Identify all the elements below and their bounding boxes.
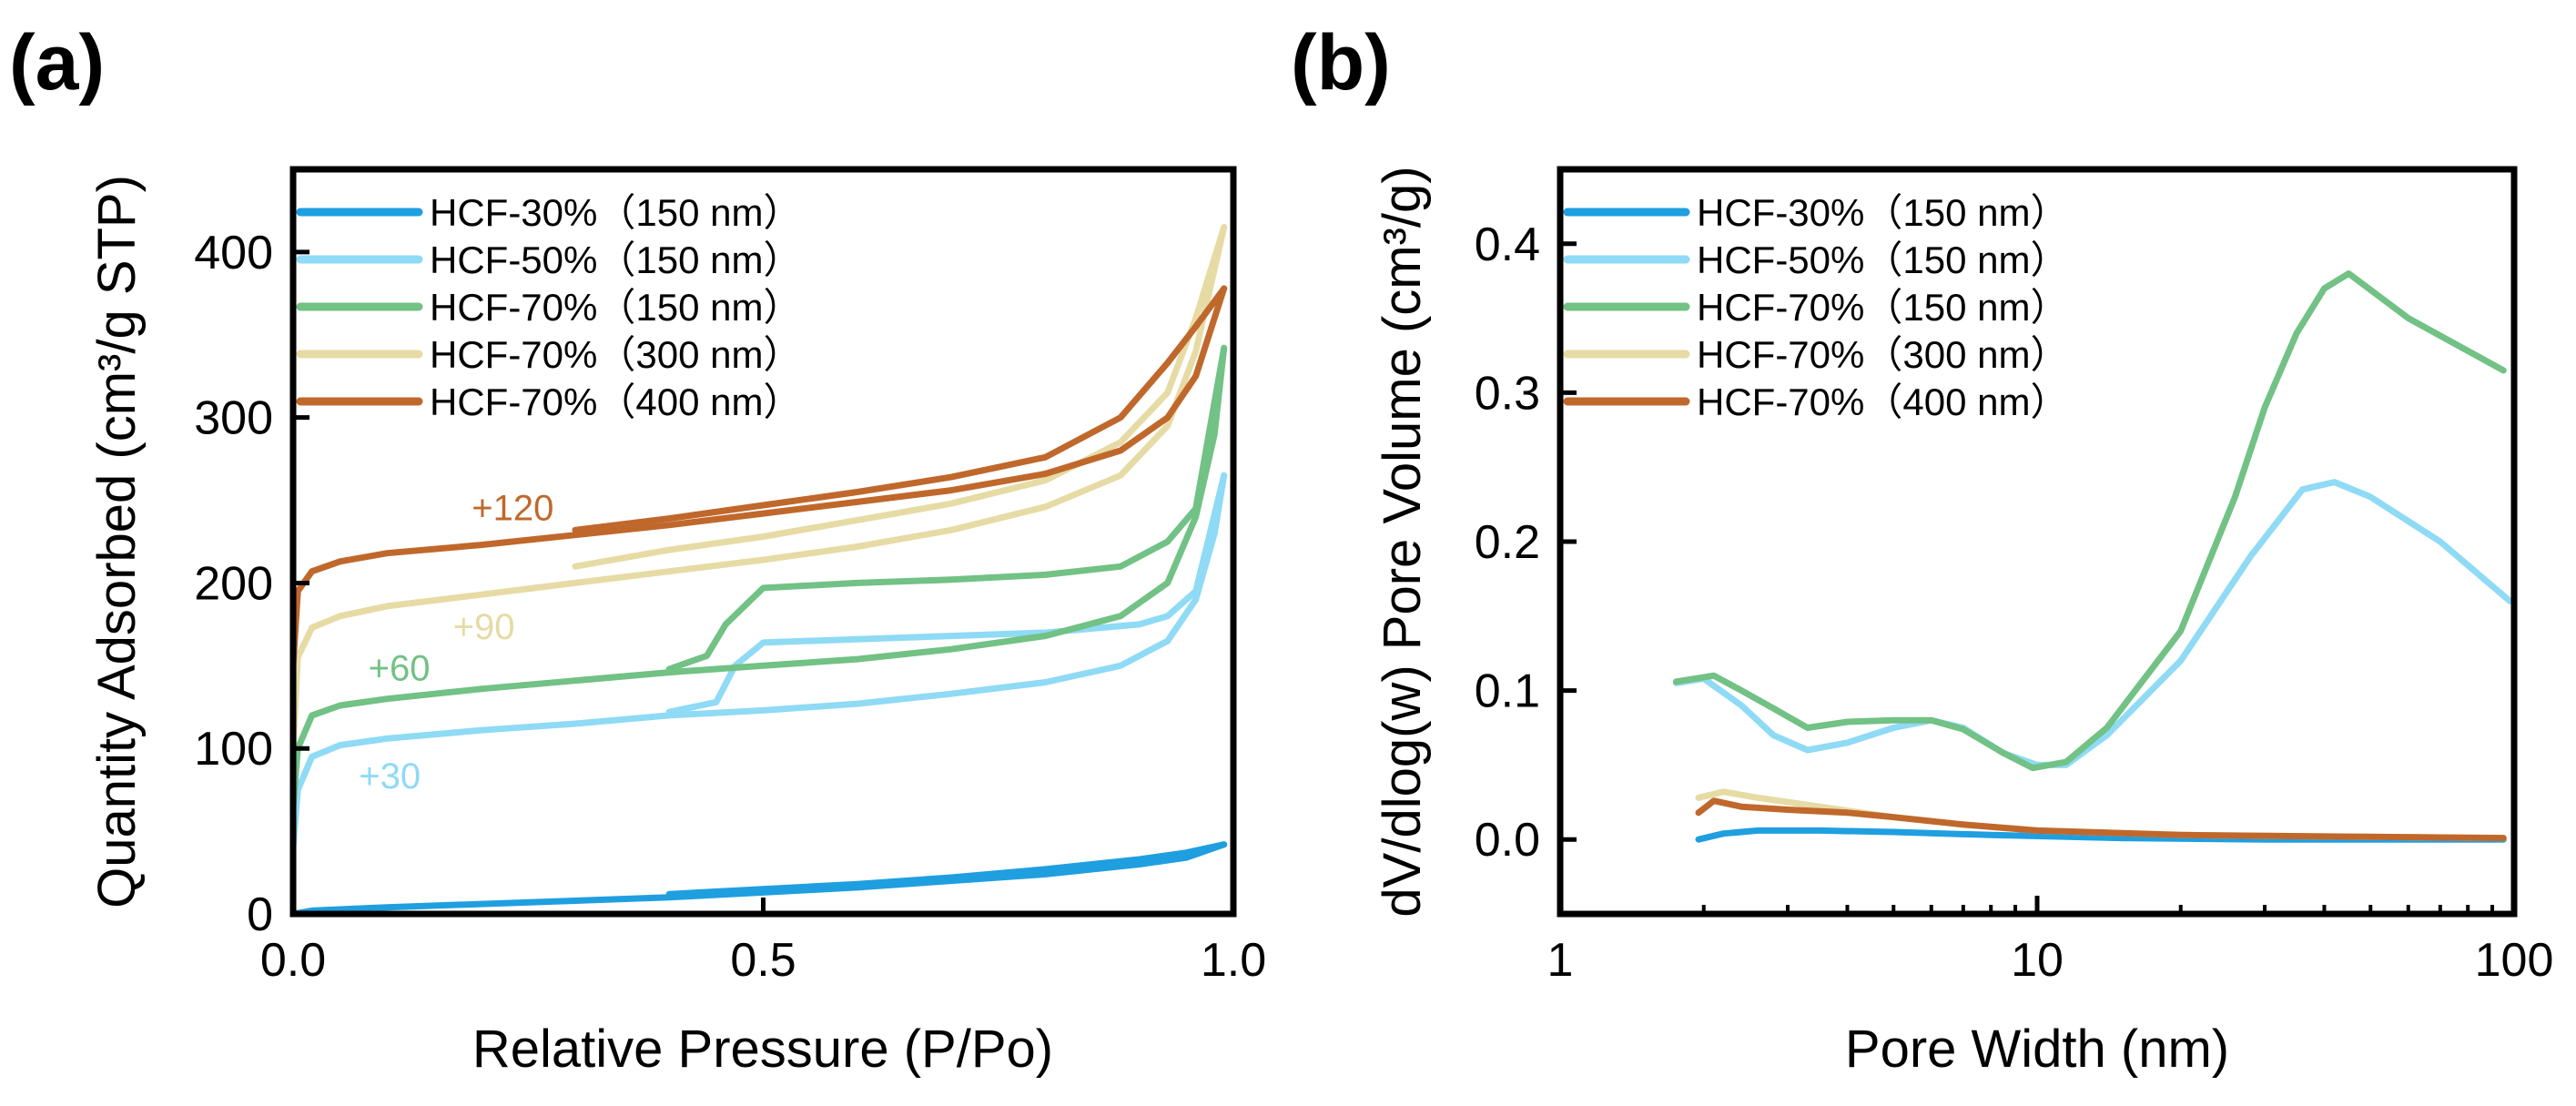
legend-label-hcf-50-150-nm: HCF-50%（150 nm） bbox=[1697, 238, 2068, 281]
legend-label-hcf-50-150-nm: HCF-50%（150 nm） bbox=[430, 238, 801, 281]
panel-a-xlabel: Relative Pressure (P/Po) bbox=[472, 1020, 1053, 1079]
legend-label-hcf-70-150-nm: HCF-70%（150 nm） bbox=[430, 286, 801, 329]
panel-a-ylabel: Quantity Adsorbed (cm³/g STP) bbox=[87, 175, 147, 908]
isotherm-hcf-50-150-nm-adsorption bbox=[289, 472, 1228, 851]
panel-b: (b) HCF-30%（150 nm）HCF-50%（150 nm） HCF-70… bbox=[1291, 19, 2553, 1079]
legend-label-hcf-70-300-nm: HCF-70%（300 nm） bbox=[430, 333, 801, 376]
isotherm-hcf-70-400-nm-desorption bbox=[572, 285, 1228, 533]
legend-label-hcf-70-300-nm: HCF-70%（300 nm） bbox=[1697, 333, 2068, 376]
ytick-label: 200 bbox=[194, 557, 273, 610]
psd-hcf-70-150-nm bbox=[1672, 270, 2507, 772]
panel-b-legend: HCF-30%（150 nm）HCF-50%（150 nm） HCF-70%（15… bbox=[1563, 191, 2068, 423]
panel-b-ylabel: dV/dlog(w) Pore Volume (cm³/g) bbox=[1373, 166, 1432, 917]
xtick-label: 100 bbox=[2475, 934, 2554, 987]
xtick-label: 1.0 bbox=[1201, 934, 1266, 987]
annotation-120: +120 bbox=[472, 488, 553, 528]
xtick-label: 0.5 bbox=[730, 934, 796, 987]
legend-label-hcf-70-400-nm: HCF-70%（400 nm） bbox=[1697, 381, 2068, 423]
ytick-label: 0.3 bbox=[1475, 367, 1540, 420]
panel-b-xlabel: Pore Width (nm) bbox=[1845, 1020, 2229, 1079]
panel-a-legend: HCF-30%（150 nm）HCF-50%（150 nm） HCF-70%（15… bbox=[296, 191, 801, 423]
panel-b-ticks: 1 10 100 0.0 0.1 0.2 0.3 0.4 bbox=[1475, 218, 2554, 987]
psd-hcf-70-400-nm bbox=[1695, 797, 2507, 842]
xtick-label: 1 bbox=[1547, 934, 1574, 987]
panel-a-ticks: 0.0 0.5 1.0 0 100 200 300 400 bbox=[194, 227, 1266, 987]
annotation-90: +90 bbox=[453, 607, 515, 647]
legend-label-hcf-70-150-nm: HCF-70%（150 nm） bbox=[1697, 286, 2068, 329]
isotherm-hcf-70-300-nm-desorption bbox=[572, 224, 1228, 570]
isotherm-hcf-30-150-nm-desorption bbox=[665, 841, 1228, 898]
xtick-label: 10 bbox=[2011, 934, 2064, 987]
ytick-label: 400 bbox=[194, 227, 273, 279]
panel-b-label: (b) bbox=[1291, 19, 1391, 107]
isotherm-hcf-50-150-nm-desorption bbox=[665, 472, 1228, 715]
ytick-label: 300 bbox=[194, 392, 273, 445]
legend-label-hcf-30-150-nm: HCF-30%（150 nm） bbox=[430, 191, 801, 234]
panel-a: (a) +120 +90 +60 +30 HCF-30%（150 nm）HCF-50%… bbox=[9, 19, 1266, 1079]
annotation-60: +60 bbox=[369, 649, 431, 689]
ytick-label: 0.0 bbox=[1475, 814, 1540, 867]
ytick-label: 0.2 bbox=[1475, 516, 1540, 569]
ytick-label: 0 bbox=[247, 888, 273, 941]
ytick-label: 100 bbox=[194, 723, 273, 776]
isotherm-hcf-70-150-nm-adsorption bbox=[289, 344, 1228, 810]
legend-label-hcf-30-150-nm: HCF-30%（150 nm） bbox=[1697, 191, 2068, 234]
ytick-label: 0.4 bbox=[1475, 218, 1540, 271]
isotherm-hcf-30-150-nm-adsorption bbox=[289, 841, 1228, 918]
isotherm-hcf-70-300-nm-adsorption bbox=[289, 224, 1228, 752]
panel-a-label: (a) bbox=[9, 19, 105, 107]
panel-a-annotations: +120 +90 +60 +30 bbox=[359, 488, 553, 796]
panel-b-series bbox=[1672, 270, 2513, 843]
annotation-30: +30 bbox=[359, 756, 421, 797]
panel-a-series bbox=[289, 224, 1228, 918]
isotherm-hcf-70-400-nm-adsorption bbox=[289, 285, 1228, 669]
legend-label-hcf-70-400-nm: HCF-70%（400 nm） bbox=[430, 381, 801, 423]
xtick-label: 0.0 bbox=[260, 934, 326, 987]
isotherm-hcf-70-150-nm-desorption bbox=[665, 344, 1228, 673]
ytick-label: 0.1 bbox=[1475, 665, 1540, 718]
